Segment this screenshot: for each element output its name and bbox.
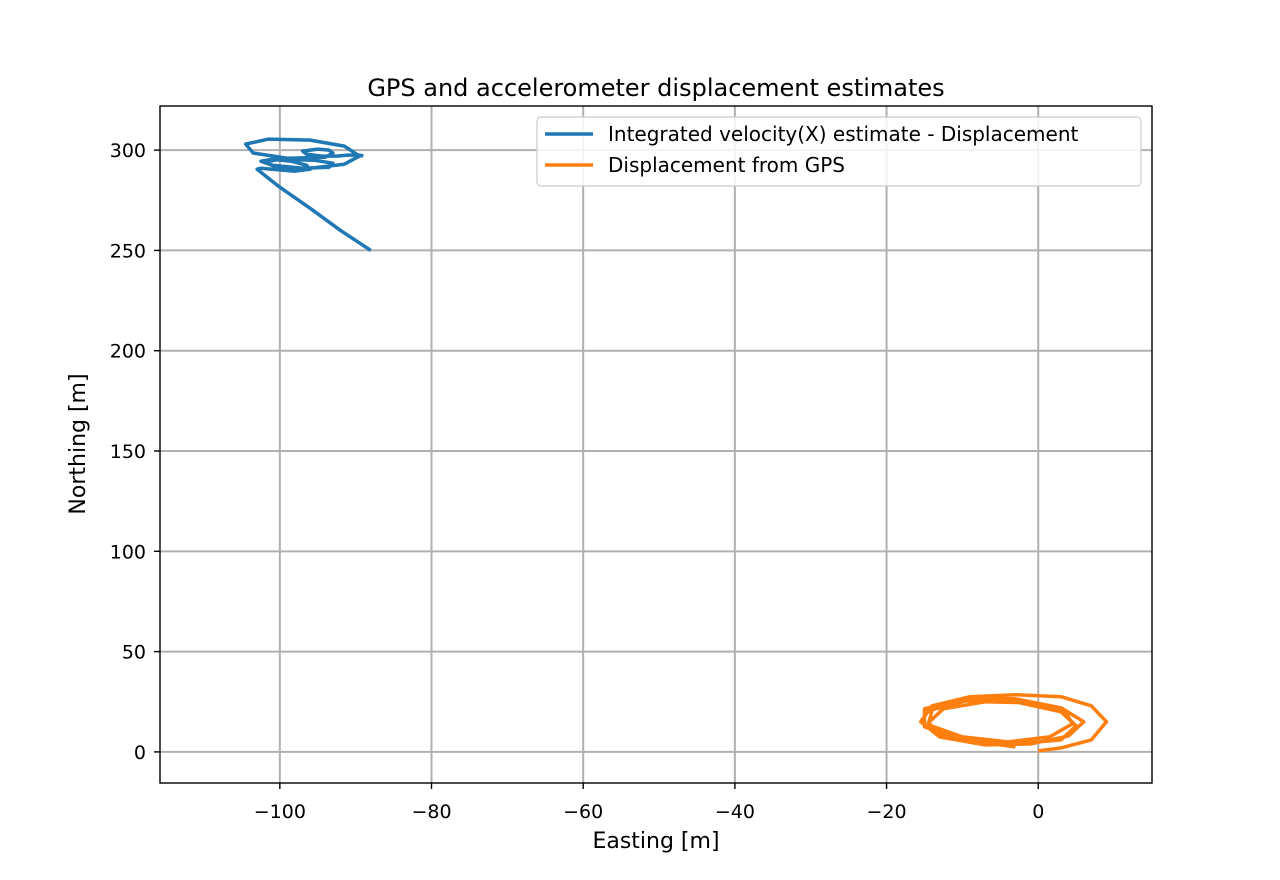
legend-box [536, 116, 1142, 187]
x-tick-label: −60 [563, 801, 603, 823]
legend-label-gps: Displacement from GPS [608, 153, 845, 177]
x-tick-label: 0 [1032, 801, 1044, 823]
x-tick-label: −80 [411, 801, 451, 823]
y-tick-label: 250 [110, 240, 146, 262]
chart-title: GPS and accelerometer displacement estim… [367, 74, 944, 102]
y-tick-label: 300 [110, 140, 146, 162]
legend: Integrated velocity(X) estimate - Displa… [536, 116, 1142, 187]
series-line-integrated [243, 137, 372, 252]
y-tick-label: 0 [134, 742, 146, 764]
x-axis: −100 −80 −60 −40 −20 0 [254, 783, 1044, 823]
x-tick-label: −100 [254, 801, 306, 823]
y-tick-label: 50 [122, 642, 146, 664]
series-line-gps [918, 692, 1109, 753]
y-axis-label: Northing [m] [66, 373, 91, 514]
y-tick-label: 150 [110, 441, 146, 463]
legend-label-integrated: Integrated velocity(X) estimate - Displa… [608, 122, 1079, 146]
y-tick-label: 200 [110, 341, 146, 363]
x-tick-label: −40 [715, 801, 755, 823]
x-axis-label: Easting [m] [592, 829, 719, 854]
y-axis: 0 50 100 150 200 250 300 [110, 140, 160, 764]
series-layer [243, 137, 1109, 753]
plot-frame [159, 105, 1153, 784]
y-tick-label: 100 [110, 541, 146, 563]
x-tick-label: −20 [867, 801, 907, 823]
